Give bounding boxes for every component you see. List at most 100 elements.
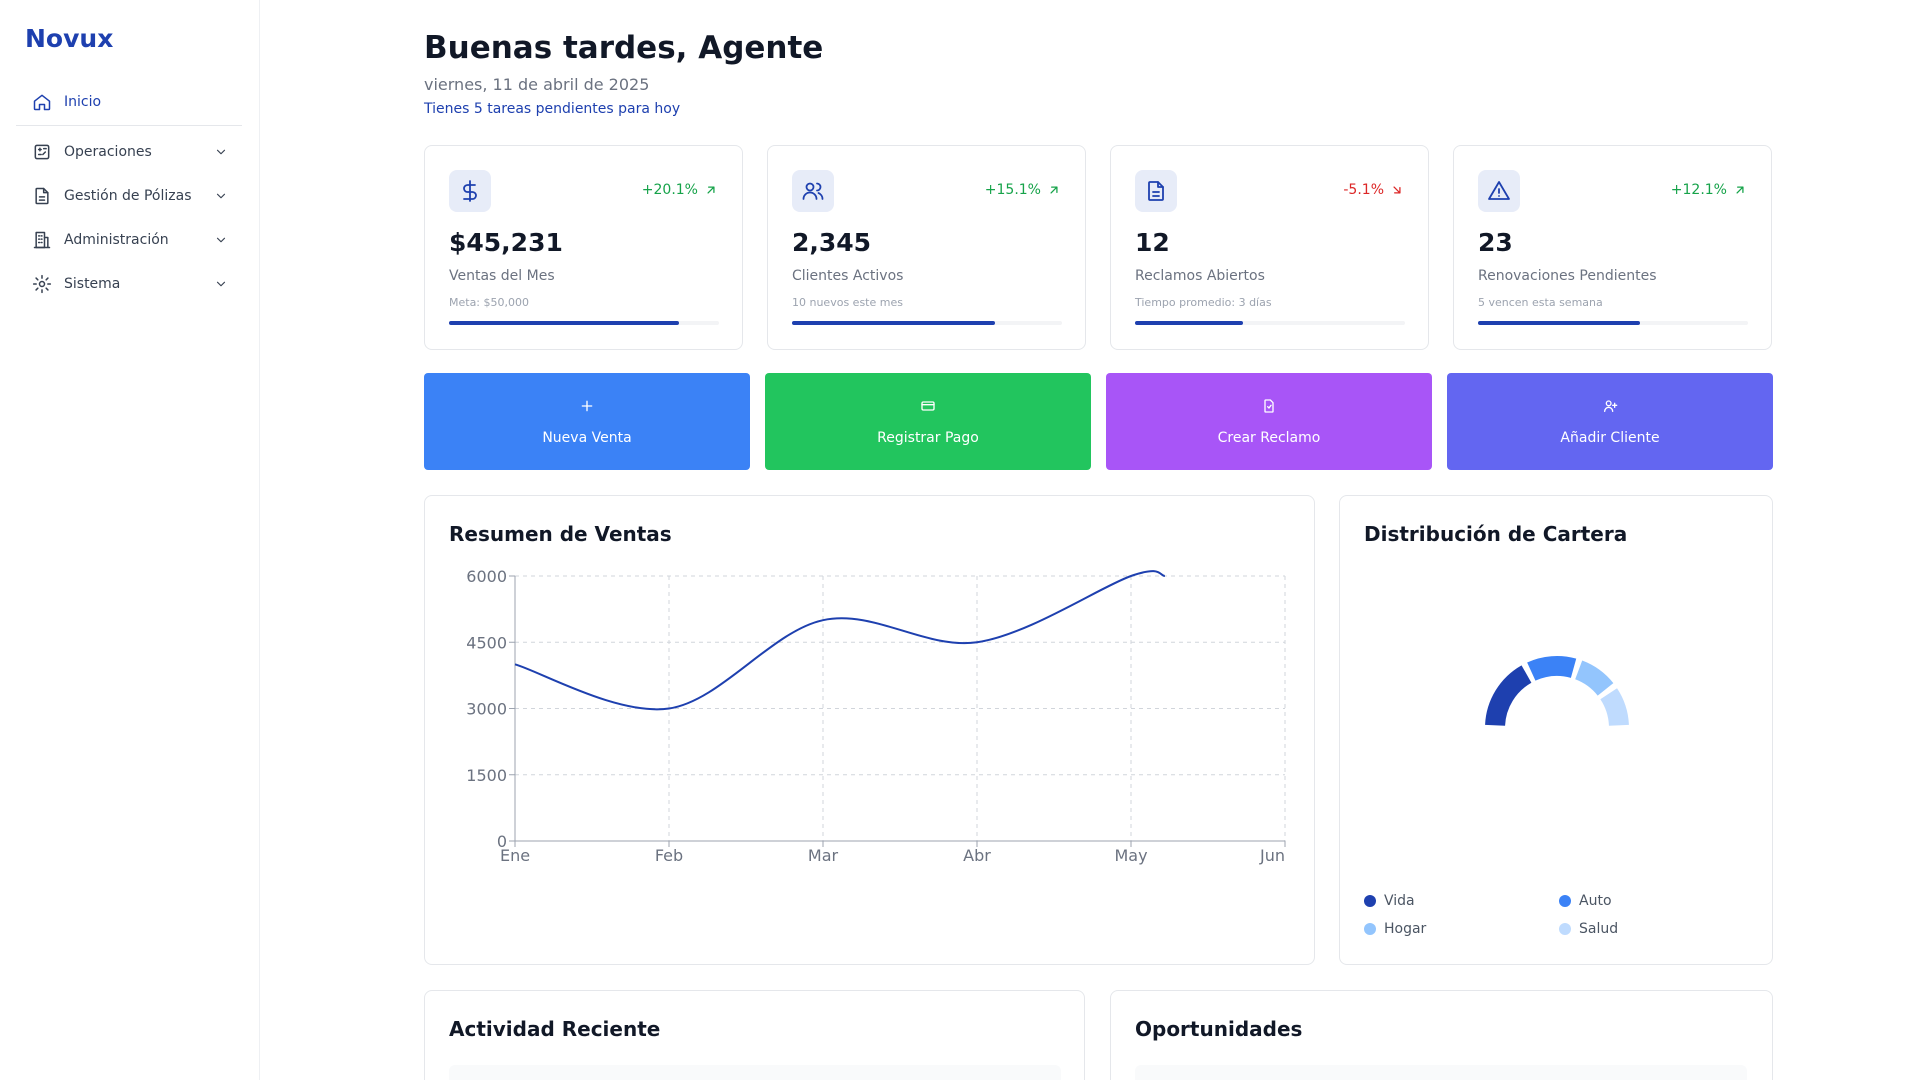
activity-list-item[interactable] [449,1065,1061,1080]
sidebar-item-operaciones[interactable]: Operaciones [16,133,242,171]
stat-change-value: +12.1% [1670,182,1727,198]
chevron-down-icon[interactable] [214,233,228,247]
sidebar-item-label: Administración [64,232,169,248]
anadir-cliente-button[interactable]: Añadir Cliente [1447,373,1773,470]
stat-label: Reclamos Abiertos [1135,268,1265,284]
stat-label: Clientes Activos [792,268,904,284]
sidebar-item-label: Sistema [64,276,121,292]
stat-progress-fill [449,321,679,325]
document-icon [32,186,52,206]
user-plus-icon [1604,399,1618,412]
sidebar-item-label: Inicio [64,94,102,110]
brand-logo[interactable]: Novux [25,24,114,53]
y-tick-label: 0 [497,832,507,851]
sales-series-line [514,570,1166,711]
current-date: viernes, 11 de abril de 2025 [424,75,650,94]
sidebar: Novux Inicio Operaciones Gestión de Póli… [0,0,260,1080]
arrow-up-right-icon [1736,186,1744,194]
home-icon [32,92,52,112]
warning-icon [1478,170,1520,212]
donut-slice-salud [1600,688,1629,727]
stat-subtext: 10 nuevos este mes [792,296,903,309]
panel-title: Oportunidades [1135,1017,1303,1041]
sales-summary-panel: Resumen de Ventas 0 1500 3000 4500 6000 Ene Fe… [424,495,1315,965]
legend-item-hogar: Hogar [1364,921,1426,937]
x-tick-label: Mar [808,846,839,865]
panel-title: Resumen de Ventas [449,522,672,546]
users-icon [792,170,834,212]
plus-icon [581,400,593,411]
stat-progress-bar [1478,321,1748,325]
y-tick-label: 6000 [466,567,507,586]
nueva-venta-button[interactable]: Nueva Venta [424,373,750,470]
arrow-up-right-icon [707,186,715,194]
quick-action-label: Añadir Cliente [1560,429,1660,446]
crear-reclamo-button[interactable]: Crear Reclamo [1106,373,1432,470]
y-tick-label: 3000 [466,700,507,719]
stat-progress-fill [1135,321,1243,325]
stat-value: 2,345 [792,228,872,257]
sidebar-item-administracion[interactable]: Administración [16,221,242,259]
quick-action-label: Nueva Venta [542,429,632,446]
legend-item-auto: Auto [1559,893,1612,909]
donut-slice-hogar [1574,660,1614,696]
credit-card-icon [921,400,935,411]
quick-action-label: Crear Reclamo [1217,429,1321,446]
recent-activity-panel: Actividad Reciente [424,990,1085,1080]
legend-dot [1559,895,1571,907]
y-tick-label: 1500 [466,766,507,785]
legend-label: Vida [1384,893,1415,909]
pending-tasks-link[interactable]: Tienes 5 tareas pendientes para hoy [424,101,681,117]
sidebar-item-polizas[interactable]: Gestión de Pólizas [16,177,242,215]
donut-slice-auto [1527,656,1577,681]
stat-change-value: -5.1% [1343,182,1384,198]
stat-progress-bar [792,321,1062,325]
legend-dot [1559,923,1571,935]
legend-item-salud: Salud [1559,921,1618,937]
stat-progress-bar [1135,321,1405,325]
stat-card-ventas: +20.1% $45,231 Ventas del Mes Meta: $50,… [424,145,743,350]
stat-value: $45,231 [449,228,563,257]
operations-icon [32,142,52,162]
sidebar-divider [16,125,242,126]
legend-label: Salud [1579,921,1619,937]
sidebar-item-inicio[interactable]: Inicio [16,83,242,121]
stat-progress-bar [449,321,719,325]
chevron-down-icon[interactable] [214,189,228,203]
stat-label: Ventas del Mes [449,268,555,284]
stat-value: 12 [1135,228,1170,257]
registrar-pago-button[interactable]: Registrar Pago [765,373,1091,470]
x-tick-label: Ene [500,846,530,865]
portfolio-distribution-panel: Distribución de Cartera Vida Auto Hogar … [1339,495,1773,965]
file-icon [1135,170,1177,212]
stat-change-value: +15.1% [984,182,1041,198]
gear-icon [32,274,52,294]
stat-value: 23 [1478,228,1513,257]
legend-label: Auto [1579,893,1612,909]
stat-subtext: Meta: $50,000 [449,296,530,309]
chevron-down-icon[interactable] [214,145,228,159]
building-icon [32,230,52,250]
panel-title: Actividad Reciente [449,1017,661,1041]
stat-card-renovaciones: +12.1% 23 Renovaciones Pendientes 5 venc… [1453,145,1772,350]
stat-change: +12.1% [1671,182,1747,198]
stat-change: -5.1% [1343,182,1404,198]
legend-label: Hogar [1384,921,1427,937]
dollar-icon [449,170,491,212]
donut-slice-vida [1485,665,1532,727]
opportunity-list-item[interactable] [1135,1065,1747,1080]
arrow-up-right-icon [1050,186,1058,194]
panel-title: Distribución de Cartera [1364,522,1628,546]
quick-action-label: Registrar Pago [877,429,979,446]
arrow-down-right-icon [1393,186,1401,194]
stat-subtext: Tiempo promedio: 3 días [1135,296,1272,309]
stat-subtext: 5 vencen esta semana [1478,296,1603,309]
chevron-down-icon[interactable] [214,277,228,291]
stat-change: +15.1% [985,182,1061,198]
sidebar-item-sistema[interactable]: Sistema [16,265,242,303]
opportunities-panel: Oportunidades [1110,990,1773,1080]
sidebar-item-label: Gestión de Pólizas [64,188,192,204]
file-claim-icon [1264,398,1274,413]
sales-line-chart: 0 1500 3000 4500 6000 Ene Feb Mar Abr May Jun [466,567,1286,865]
y-tick-label: 4500 [466,633,507,652]
